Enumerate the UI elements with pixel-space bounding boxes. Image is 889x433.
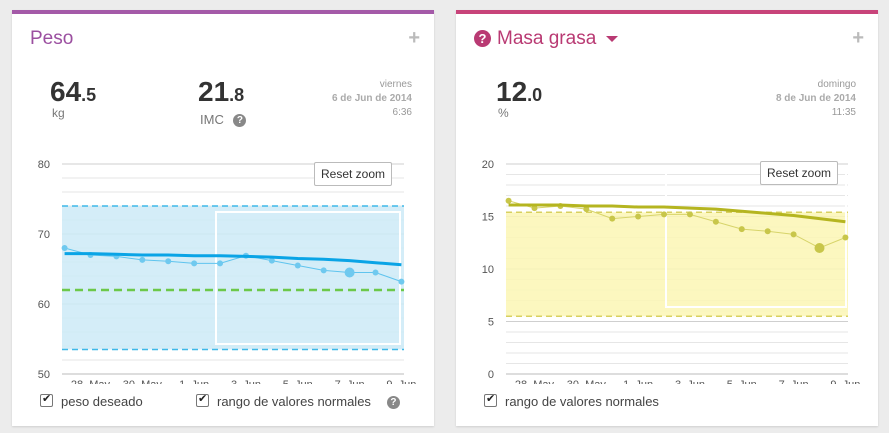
y-tick-label: 70 xyxy=(38,229,50,241)
weight-chart[interactable]: 50 60 70 80 28. May 30. May 1. Jun 3. Jun 5. Jun… xyxy=(12,144,434,384)
data-point xyxy=(738,226,745,233)
data-point xyxy=(505,197,512,204)
x-tick-label: 7. Jun xyxy=(335,379,365,384)
y-tick-label: 80 xyxy=(38,159,50,171)
y-tick-label: 50 xyxy=(38,369,50,381)
weight-value: 64.5 xyxy=(50,76,97,107)
data-point xyxy=(191,260,198,267)
data-point xyxy=(398,278,405,285)
y-tick-label: 60 xyxy=(38,299,50,311)
x-tick-label: 3. Jun xyxy=(231,379,261,384)
x-tick-label: 5. Jun xyxy=(727,379,757,384)
weight-card: Peso + 64.5 kg 21.8 IMC ? viernes 6 de J… xyxy=(12,10,434,426)
data-point xyxy=(372,269,379,276)
data-point xyxy=(139,256,146,263)
help-icon[interactable]: ? xyxy=(233,114,247,128)
data-point xyxy=(635,213,642,220)
x-tick-label: 1. Jun xyxy=(623,379,653,384)
bmi-value: 21.8 xyxy=(198,76,245,107)
help-icon[interactable]: ? xyxy=(474,30,491,48)
fat-title[interactable]: ? Masa grasa xyxy=(474,28,618,50)
y-tick-label: 10 xyxy=(482,264,494,276)
y-tick-label: 20 xyxy=(482,159,494,171)
data-point xyxy=(764,228,771,235)
data-point xyxy=(583,206,590,213)
data-point xyxy=(531,205,538,212)
data-point xyxy=(344,267,355,278)
checkbox-icon[interactable] xyxy=(484,392,497,407)
fat-unit: % xyxy=(498,106,509,120)
data-point xyxy=(61,245,68,251)
weight-date: viernes 6 de Jun de 2014 6:36 xyxy=(331,79,412,118)
reset-zoom-button[interactable]: Reset zoom xyxy=(314,162,393,186)
x-tick-label: 28. May xyxy=(515,379,555,384)
y-tick-label: 0 xyxy=(488,369,494,381)
legend-normal-range[interactable]: rango de valores normales? xyxy=(196,392,400,410)
x-tick-label: 5. Jun xyxy=(283,379,313,384)
normal-range-band xyxy=(62,206,404,350)
data-point xyxy=(320,267,327,274)
x-tick-label: 7. Jun xyxy=(779,379,809,384)
caret-down-icon[interactable] xyxy=(605,35,618,42)
zoom-selection xyxy=(215,211,401,345)
data-point xyxy=(790,231,797,238)
data-point xyxy=(661,211,668,218)
x-tick-label: 30. May xyxy=(123,379,163,384)
fat-date: domingo 8 de Jun de 2014 11:35 xyxy=(775,79,856,118)
data-point xyxy=(712,218,719,225)
y-tick-label: 15 xyxy=(482,212,494,224)
x-tick-label: 30. May xyxy=(567,379,607,384)
fat-value: 12.0 xyxy=(496,76,543,107)
data-point xyxy=(814,243,825,253)
y-tick-label: 5 xyxy=(488,317,494,329)
data-point xyxy=(609,215,616,222)
legend-target-weight[interactable]: peso deseado xyxy=(40,392,143,409)
weight-unit: kg xyxy=(52,106,65,120)
normal-range-band xyxy=(506,212,848,317)
x-tick-label: 28. May xyxy=(71,379,111,384)
data-point xyxy=(268,257,275,264)
x-tick-label: 1. Jun xyxy=(179,379,209,384)
legend-normal-range[interactable]: rango de valores normales xyxy=(484,392,659,409)
add-icon[interactable]: + xyxy=(852,27,864,49)
x-tick-label: 9. Jun xyxy=(830,379,860,384)
data-point xyxy=(686,211,693,218)
trend-line xyxy=(64,252,402,267)
data-point xyxy=(165,258,172,265)
trend-line xyxy=(508,203,846,224)
x-tick-label: 9. Jun xyxy=(386,379,416,384)
data-point xyxy=(842,234,849,241)
bmi-label: IMC ? xyxy=(200,112,247,128)
checkbox-icon[interactable] xyxy=(196,392,209,407)
data-point xyxy=(294,262,301,269)
help-icon[interactable]: ? xyxy=(386,396,400,410)
reset-zoom-button[interactable]: Reset zoom xyxy=(760,161,839,185)
checkbox-icon[interactable] xyxy=(40,392,53,407)
data-point xyxy=(217,260,224,267)
weight-title: Peso xyxy=(30,28,74,49)
add-icon[interactable]: + xyxy=(408,27,420,49)
fat-card: ? Masa grasa + 12.0 % domingo 8 de Jun de… xyxy=(456,10,878,426)
fat-chart[interactable]: 0 5 10 15 20 28. May 30. May 1. Jun 3. Jun 5. Jun… xyxy=(456,144,878,384)
x-tick-label: 3. Jun xyxy=(675,379,705,384)
